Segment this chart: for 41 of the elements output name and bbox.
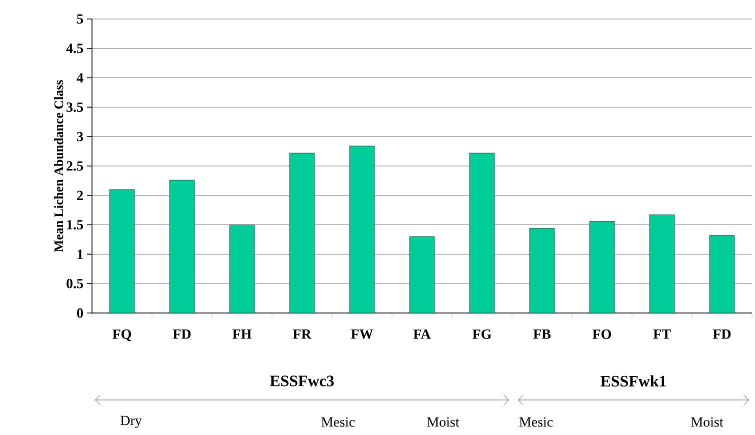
- bar: [649, 214, 675, 314]
- bar: [229, 224, 255, 314]
- y-tick-label: 2: [77, 190, 83, 200]
- x-tick-label: FW: [351, 329, 374, 339]
- x-tick-label: FR: [292, 329, 312, 339]
- bar: [169, 180, 195, 314]
- y-tick-label: 2.5: [66, 161, 83, 171]
- y-tick-label: 4.5: [66, 44, 83, 54]
- x-tick-label: FA: [413, 329, 431, 339]
- y-tick-label: 4: [76, 73, 84, 82]
- text: Dry: [120, 416, 142, 428]
- bar: [589, 221, 615, 314]
- bar: [409, 236, 435, 314]
- text: Mesic: [519, 417, 553, 427]
- bar: [529, 228, 555, 314]
- x-tick-label: FO: [592, 330, 612, 339]
- text: ESSFwk1: [600, 375, 666, 387]
- y-tick-label: 0.5: [66, 278, 83, 288]
- bar: [349, 146, 375, 314]
- x-tick-label: FH: [232, 329, 252, 339]
- text: Mesic: [321, 417, 355, 427]
- y-tick-label: 3: [77, 132, 84, 142]
- text: Moist: [691, 417, 724, 427]
- x-tick-label: FT: [653, 329, 671, 339]
- bar: [709, 235, 735, 314]
- x-tick-label: FQ: [112, 330, 132, 342]
- bar: [469, 152, 495, 314]
- x-tick-label: FB: [533, 329, 551, 339]
- y-tick-label: 1.5: [67, 220, 83, 230]
- text: ESSFwc3: [270, 376, 334, 386]
- y-axis-title: Mean Lichen Abundance Class: [54, 80, 64, 252]
- y-tick-label: 1: [78, 250, 83, 259]
- y-tick-label: 5: [77, 14, 83, 24]
- x-tick-label: FD: [712, 329, 731, 339]
- y-tick-label: 0: [77, 308, 83, 318]
- x-tick-label: FG: [472, 330, 492, 339]
- text: Moist: [427, 417, 460, 427]
- bar: [109, 189, 135, 314]
- x-tick-label: FD: [172, 329, 191, 339]
- bar: [289, 152, 315, 314]
- y-tick-label: 3.5: [66, 102, 83, 112]
